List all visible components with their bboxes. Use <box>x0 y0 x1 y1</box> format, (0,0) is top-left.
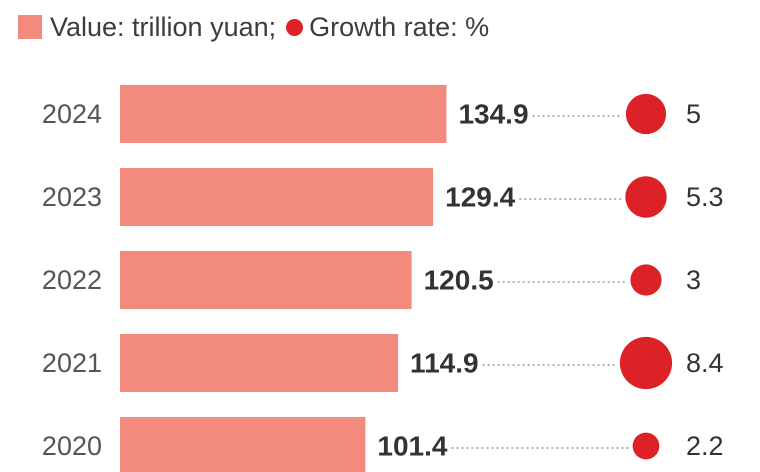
year-label: 2021 <box>42 348 102 378</box>
value-label: 114.9 <box>410 348 479 379</box>
growth-dot <box>625 176 667 218</box>
value-label: 134.9 <box>458 99 528 130</box>
growth-dot <box>625 93 667 135</box>
value-bar <box>120 168 434 226</box>
growth-label: 5.3 <box>686 182 724 212</box>
value-bar <box>120 251 412 309</box>
value-bar <box>120 334 399 392</box>
legend-growth-label: Growth rate: % <box>309 11 490 42</box>
value-label: 129.4 <box>445 182 515 213</box>
year-label: 2020 <box>42 431 102 461</box>
year-label: 2023 <box>42 182 102 212</box>
growth-label: 5 <box>686 99 701 129</box>
legend-growth-dot <box>286 18 304 36</box>
legend: Value: trillion yuan; Growth rate: % <box>18 10 489 44</box>
growth-dot <box>619 336 673 390</box>
legend-value-swatch <box>18 15 42 39</box>
legend-value-label: Value: trillion yuan; <box>50 11 277 42</box>
growth-label: 2.2 <box>686 431 724 461</box>
growth-dot <box>630 264 662 296</box>
growth-label: 8.4 <box>686 348 724 378</box>
value-bar <box>120 417 366 472</box>
year-label: 2024 <box>42 99 102 129</box>
growth-label: 3 <box>686 265 701 295</box>
growth-dot <box>632 432 660 460</box>
value-bar <box>120 85 447 143</box>
year-label: 2022 <box>42 265 102 295</box>
value-label: 120.5 <box>424 265 494 296</box>
value-label: 101.4 <box>377 431 447 462</box>
